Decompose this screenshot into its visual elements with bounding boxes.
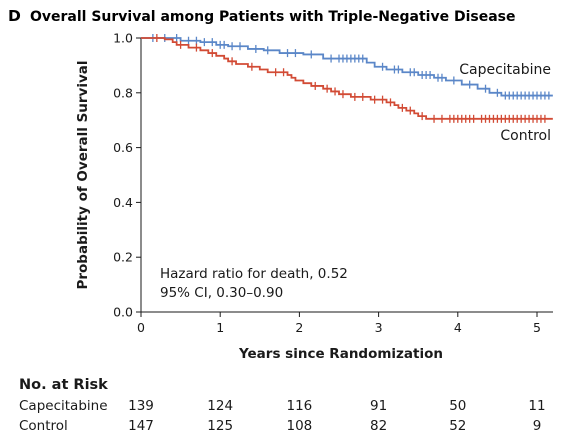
x-tick-label: 2: [295, 320, 303, 335]
risk-value-capecitabine: 139: [128, 398, 154, 414]
x-tick-label: 1: [216, 320, 224, 335]
y-axis-label: Probability of Overall Survival: [75, 60, 91, 289]
y-ticks: 0.0 0.2 0.4 0.6 0.8 1.0: [113, 31, 141, 320]
y-tick-label: 0.2: [113, 250, 133, 265]
series-layer: [141, 34, 553, 123]
risk-value-capecitabine: 116: [287, 398, 313, 414]
risk-value-capecitabine: 11: [528, 398, 545, 414]
hazard-ratio-text: Hazard ratio for death, 0.52: [160, 266, 348, 282]
series-line-control: [141, 37, 553, 120]
y-tick-label: 0.8: [113, 85, 133, 100]
panel-letter: D: [8, 7, 21, 25]
risk-value-control: 147: [128, 418, 154, 434]
risk-value-control: 125: [207, 418, 233, 434]
y-tick-label: 0.4: [113, 195, 133, 210]
x-axis-label: Years since Randomization: [238, 346, 443, 362]
y-tick-label: 1.0: [113, 31, 133, 46]
risk-value-capecitabine: 50: [449, 398, 466, 414]
confidence-interval-text: 95% CI, 0.30–0.90: [160, 285, 283, 301]
risk-table-heading: No. at Risk: [19, 377, 108, 393]
y-tick-label: 0.6: [113, 140, 133, 155]
x-tick-label: 4: [454, 320, 462, 335]
risk-table: Capecitabine 139 124 116 91 50 11 Control 147 125…: [19, 398, 546, 434]
x-tick-label: 3: [375, 320, 383, 335]
series-label-capecitabine: Capecitabine: [459, 62, 551, 78]
risk-value-control: 82: [370, 418, 387, 434]
series-label-control: Control: [500, 128, 551, 144]
x-ticks: 0 1 2 3 4 5: [137, 312, 541, 335]
risk-row-label-capecitabine: Capecitabine: [19, 398, 108, 414]
risk-value-control: 108: [287, 418, 313, 434]
x-tick-label: 5: [533, 320, 541, 335]
risk-row-label-control: Control: [19, 418, 68, 434]
x-tick-label: 0: [137, 320, 145, 335]
risk-value-control: 9: [533, 418, 542, 434]
chart-title: Overall Survival among Patients with Tri…: [30, 9, 515, 25]
risk-value-capecitabine: 124: [207, 398, 233, 414]
series-line-capecitabine: [141, 37, 553, 97]
risk-value-control: 52: [449, 418, 466, 434]
y-tick-label: 0.0: [113, 305, 133, 320]
axes: [140, 38, 553, 313]
risk-value-capecitabine: 91: [370, 398, 387, 414]
